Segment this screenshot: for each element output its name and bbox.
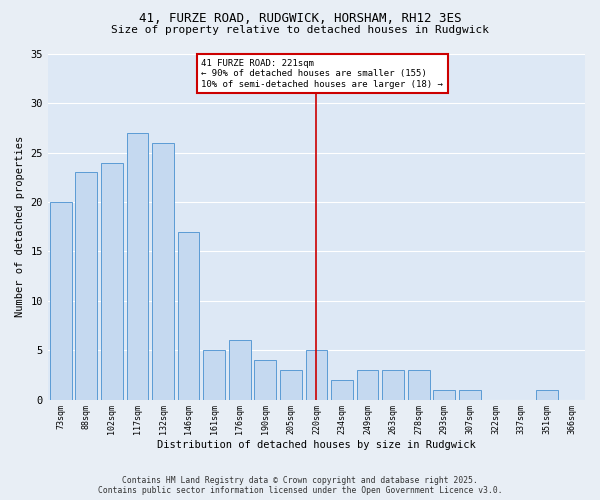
Text: Contains HM Land Registry data © Crown copyright and database right 2025.
Contai: Contains HM Land Registry data © Crown c…: [98, 476, 502, 495]
Bar: [382, 370, 404, 400]
Bar: [254, 360, 276, 400]
Bar: [229, 340, 251, 400]
Bar: [127, 133, 148, 400]
Text: 41 FURZE ROAD: 221sqm
← 90% of detached houses are smaller (155)
10% of semi-det: 41 FURZE ROAD: 221sqm ← 90% of detached …: [202, 59, 443, 88]
Bar: [50, 202, 71, 400]
Bar: [459, 390, 481, 400]
Bar: [408, 370, 430, 400]
Bar: [203, 350, 225, 400]
Bar: [76, 172, 97, 400]
Bar: [178, 232, 199, 400]
Text: 41, FURZE ROAD, RUDGWICK, HORSHAM, RH12 3ES: 41, FURZE ROAD, RUDGWICK, HORSHAM, RH12 …: [139, 12, 461, 26]
Bar: [536, 390, 557, 400]
Y-axis label: Number of detached properties: Number of detached properties: [15, 136, 25, 318]
Bar: [357, 370, 379, 400]
Bar: [152, 143, 174, 400]
Bar: [331, 380, 353, 400]
Bar: [433, 390, 455, 400]
Text: Size of property relative to detached houses in Rudgwick: Size of property relative to detached ho…: [111, 25, 489, 35]
X-axis label: Distribution of detached houses by size in Rudgwick: Distribution of detached houses by size …: [157, 440, 476, 450]
Bar: [280, 370, 302, 400]
Bar: [101, 162, 123, 400]
Bar: [305, 350, 328, 400]
